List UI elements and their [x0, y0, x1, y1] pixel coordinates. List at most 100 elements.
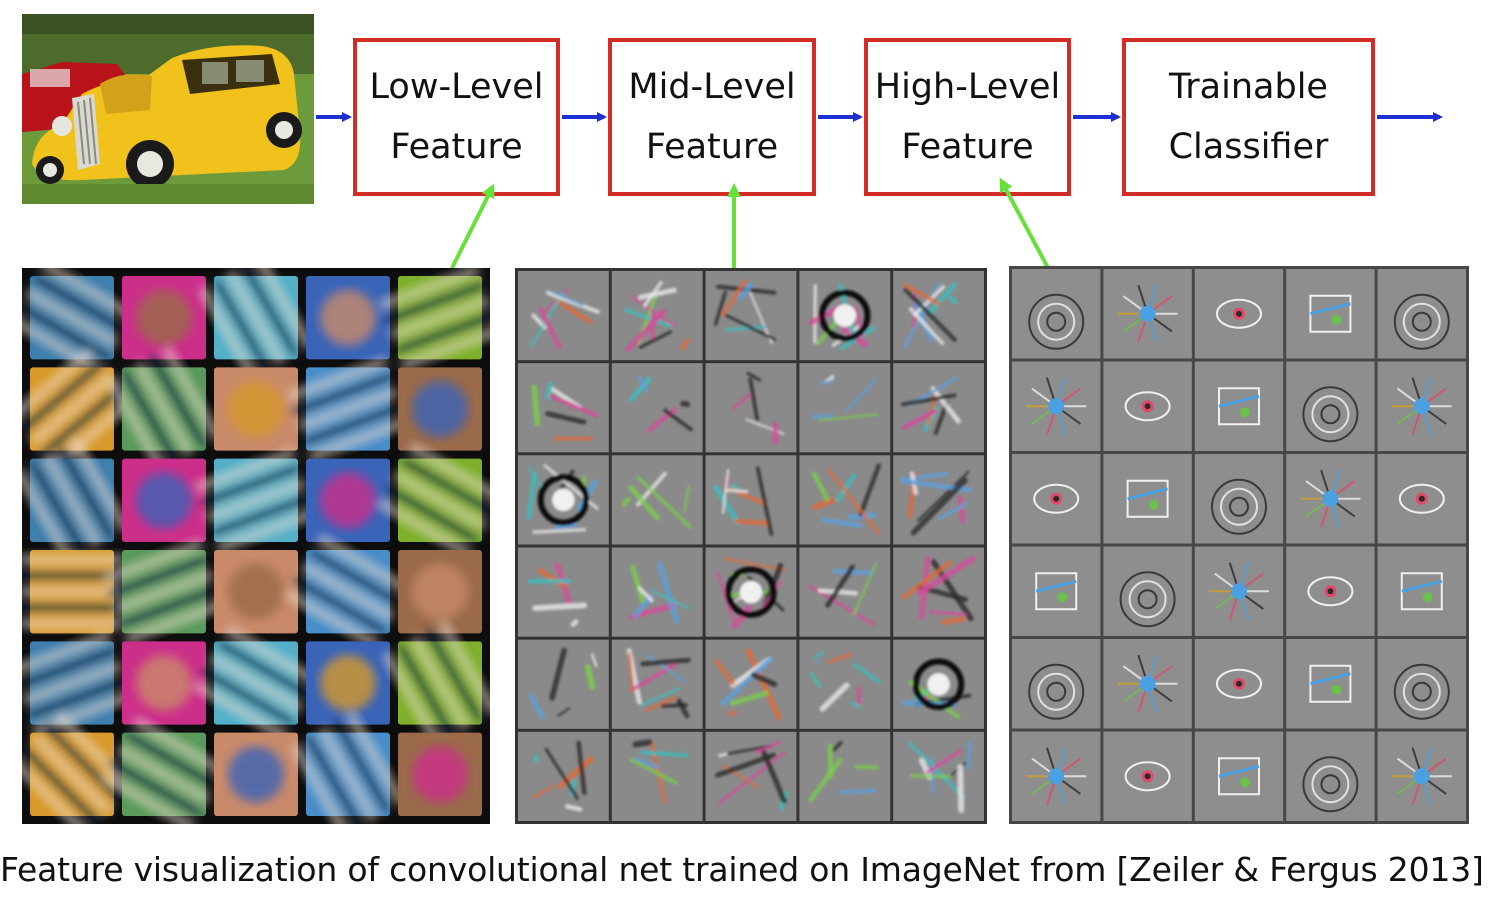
- high-feature-cell: [1012, 731, 1101, 821]
- high-feature-cell: [1286, 454, 1375, 544]
- mid-feature-cell: [611, 363, 703, 453]
- trainable-classifier-box: Trainable Classifier: [1122, 38, 1375, 196]
- mid-feature-cell: [611, 271, 703, 361]
- mid-level-feature-grid: [515, 268, 987, 824]
- low-filter-cell: [306, 458, 390, 542]
- high-feature-cell: [1286, 639, 1375, 729]
- high-feature-cell: [1194, 269, 1284, 359]
- low-filter-cell: [398, 550, 482, 634]
- low-level-line1: Low-Level: [369, 67, 544, 107]
- high-level-feature-grid: [1009, 266, 1469, 824]
- mid-level-feature-box: Mid-Level Feature: [608, 38, 816, 196]
- high-feature-cell: [1194, 454, 1284, 544]
- low-filter-cell: [398, 367, 482, 451]
- high-feature-cell: [1286, 546, 1375, 636]
- mid-level-line2: Feature: [645, 127, 779, 167]
- mid-feature-cell: [518, 455, 609, 545]
- mid-feature-cell: [705, 363, 797, 453]
- mid-feature-cell: [893, 271, 984, 361]
- figure-caption: Feature visualization of convolutional n…: [0, 850, 1484, 889]
- high-feature-cell: [1377, 639, 1466, 729]
- low-filter-cell: [100, 717, 228, 824]
- mid-feature-cell: [705, 547, 797, 637]
- low-filter-cell: [22, 347, 135, 471]
- low-filter-cell: [106, 345, 222, 473]
- low-filter-cell: [286, 357, 410, 461]
- high-feature-cell: [1103, 269, 1192, 359]
- high-feature-cell: [1012, 361, 1101, 451]
- high-level-line2: Feature: [901, 127, 1034, 167]
- low-filter-cell: [382, 619, 490, 747]
- high-feature-cell: [1377, 361, 1466, 451]
- link-arrow-low: [450, 183, 495, 269]
- low-filter-cell: [192, 625, 320, 741]
- mid-feature-cell: [611, 731, 703, 821]
- high-feature-cell: [1103, 639, 1192, 729]
- low-filter-cell: [194, 448, 318, 552]
- mid-feature-cell: [799, 731, 891, 821]
- mid-level-features: [515, 268, 987, 824]
- car-image: [22, 14, 314, 204]
- low-level-filters: [22, 268, 490, 824]
- low-filter-cell: [378, 268, 490, 370]
- mid-feature-cell: [518, 731, 609, 821]
- mid-feature-cell: [518, 547, 609, 637]
- high-level-line1: High-Level: [874, 67, 1061, 107]
- mid-feature-cell: [893, 639, 984, 729]
- high-feature-cell: [1103, 546, 1192, 636]
- mid-feature-cell: [611, 547, 703, 637]
- low-level-line2: Feature: [390, 127, 523, 167]
- low-level-filter-grid: [22, 268, 490, 824]
- mid-feature-cell: [799, 271, 891, 361]
- mid-level-line1: Mid-Level: [628, 67, 796, 107]
- high-feature-cell: [1286, 361, 1375, 451]
- mid-feature-cell: [893, 547, 984, 637]
- low-filter-cell: [284, 534, 412, 649]
- high-feature-cell: [1103, 361, 1192, 451]
- high-feature-cell: [1377, 546, 1466, 636]
- low-filter-cell: [306, 641, 390, 725]
- low-filter-cell: [198, 268, 314, 381]
- classifier-line1: Trainable: [1169, 67, 1328, 107]
- mid-feature-cell: [799, 639, 891, 729]
- classifier-line2: Classifier: [1168, 127, 1329, 167]
- high-feature-cell: [1286, 731, 1375, 821]
- low-filter-cell: [122, 276, 206, 360]
- high-feature-cell: [1103, 731, 1192, 821]
- high-feature-cell: [1286, 269, 1375, 359]
- mid-feature-cell: [611, 639, 703, 729]
- low-filter-cell: [22, 712, 135, 824]
- link-arrow-high: [999, 177, 1050, 269]
- high-feature-cell: [1012, 546, 1101, 636]
- mid-feature-cell: [611, 455, 703, 545]
- mid-feature-cell: [893, 455, 984, 545]
- low-filter-cell: [22, 550, 124, 634]
- low-filter-cell: [22, 631, 134, 735]
- low-level-feature-box: Low-Level Feature: [353, 38, 560, 196]
- high-feature-cell: [1194, 639, 1284, 729]
- mid-feature-cell: [518, 639, 609, 729]
- low-filter-cell: [122, 458, 206, 542]
- mid-feature-cell: [893, 363, 984, 453]
- mid-feature-cell: [799, 363, 891, 453]
- high-feature-cell: [1377, 731, 1466, 821]
- high-level-features: [1009, 266, 1469, 824]
- high-feature-cell: [1103, 454, 1192, 544]
- low-filter-cell: [22, 437, 130, 564]
- low-filter-cell: [376, 443, 490, 558]
- mid-feature-cell: [705, 455, 797, 545]
- high-feature-cell: [1377, 454, 1466, 544]
- mid-feature-cell: [705, 271, 797, 361]
- mid-feature-cell: [518, 271, 609, 361]
- low-filter-cell: [214, 367, 298, 451]
- input-car-photo: [22, 14, 314, 204]
- low-filter-cell: [290, 711, 406, 824]
- mid-feature-cell: [518, 363, 609, 453]
- mid-feature-cell: [799, 547, 891, 637]
- high-level-feature-box: High-Level Feature: [864, 38, 1071, 196]
- low-filter-cell: [102, 540, 226, 644]
- high-feature-cell: [1194, 546, 1284, 636]
- high-feature-cell: [1012, 639, 1101, 729]
- high-feature-cell: [1194, 361, 1284, 451]
